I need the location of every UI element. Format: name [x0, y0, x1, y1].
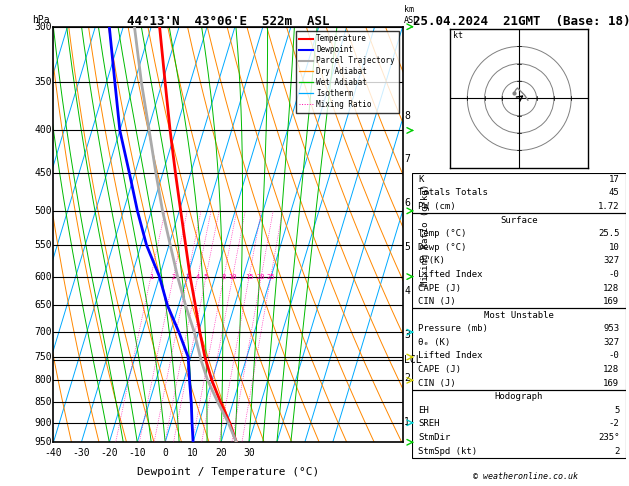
Text: -10: -10: [128, 449, 146, 458]
Text: 953: 953: [603, 324, 620, 333]
Text: Temp (°C): Temp (°C): [418, 229, 467, 238]
Text: 25: 25: [267, 274, 275, 279]
Text: CIN (J): CIN (J): [418, 297, 456, 306]
Text: Pressure (mb): Pressure (mb): [418, 324, 488, 333]
Text: 350: 350: [34, 77, 52, 87]
Text: -30: -30: [72, 449, 90, 458]
Bar: [412, 390, 626, 458]
Text: 0: 0: [162, 449, 168, 458]
Text: 800: 800: [34, 375, 52, 385]
Text: 10: 10: [609, 243, 620, 252]
Text: 8: 8: [404, 111, 410, 121]
Text: 900: 900: [34, 418, 52, 428]
Text: 17: 17: [609, 175, 620, 184]
Text: Totals Totals: Totals Totals: [418, 189, 488, 197]
Text: 44°13'N  43°06'E  522m  ASL: 44°13'N 43°06'E 522m ASL: [127, 15, 329, 28]
Text: km
ASL: km ASL: [404, 5, 420, 25]
Text: -20: -20: [101, 449, 118, 458]
Text: 600: 600: [34, 272, 52, 281]
Bar: [412, 309, 626, 390]
Text: 20: 20: [257, 274, 265, 279]
Text: 5: 5: [204, 274, 208, 279]
Text: 25.5: 25.5: [598, 229, 620, 238]
Text: Dewp (°C): Dewp (°C): [418, 243, 467, 252]
Text: 25.04.2024  21GMT  (Base: 18): 25.04.2024 21GMT (Base: 18): [413, 15, 629, 28]
Text: -2: -2: [609, 419, 620, 428]
Text: K: K: [418, 175, 424, 184]
Bar: [412, 173, 626, 213]
Text: CAPE (J): CAPE (J): [418, 365, 462, 374]
Text: 2: 2: [171, 274, 175, 279]
Text: 6: 6: [404, 198, 410, 208]
Text: Lifted Index: Lifted Index: [418, 270, 483, 279]
Text: 10: 10: [187, 449, 199, 458]
Text: -0: -0: [609, 270, 620, 279]
Text: 45: 45: [609, 189, 620, 197]
Text: 128: 128: [603, 365, 620, 374]
Text: StmDir: StmDir: [418, 433, 450, 442]
Text: 10: 10: [228, 274, 237, 279]
Text: -40: -40: [45, 449, 62, 458]
Text: 300: 300: [34, 22, 52, 32]
Text: CAPE (J): CAPE (J): [418, 283, 462, 293]
Text: 500: 500: [34, 206, 52, 216]
Text: hPa: hPa: [32, 15, 50, 25]
Text: EH: EH: [418, 406, 429, 415]
Text: CIN (J): CIN (J): [418, 379, 456, 388]
Text: 400: 400: [34, 125, 52, 136]
Text: Surface: Surface: [500, 216, 538, 225]
Text: 30: 30: [243, 449, 255, 458]
Text: Lifted Index: Lifted Index: [418, 351, 483, 361]
Text: 169: 169: [603, 297, 620, 306]
Text: 4: 4: [404, 286, 410, 296]
Text: StmSpd (kt): StmSpd (kt): [418, 447, 477, 455]
Text: 2: 2: [404, 373, 410, 383]
Text: 20: 20: [215, 449, 227, 458]
Text: kt: kt: [454, 31, 464, 40]
Text: 950: 950: [34, 437, 52, 447]
Text: 1: 1: [149, 274, 153, 279]
Text: 850: 850: [34, 397, 52, 407]
Text: 327: 327: [603, 256, 620, 265]
Text: 235°: 235°: [598, 433, 620, 442]
Text: 5: 5: [614, 406, 620, 415]
Text: θₑ (K): θₑ (K): [418, 338, 450, 347]
Text: Most Unstable: Most Unstable: [484, 311, 554, 320]
Text: Mixing Ratio (g/kg): Mixing Ratio (g/kg): [421, 183, 430, 286]
Text: 3: 3: [404, 330, 410, 340]
Text: 2: 2: [614, 447, 620, 455]
Text: Dewpoint / Temperature (°C): Dewpoint / Temperature (°C): [137, 467, 319, 477]
Bar: [412, 213, 626, 309]
Text: 450: 450: [34, 168, 52, 178]
Text: 1: 1: [404, 417, 410, 427]
Text: 169: 169: [603, 379, 620, 388]
Text: 750: 750: [34, 352, 52, 362]
Text: LCL: LCL: [404, 355, 422, 365]
Text: SREH: SREH: [418, 419, 440, 428]
Text: θₑ(K): θₑ(K): [418, 256, 445, 265]
Legend: Temperature, Dewpoint, Parcel Trajectory, Dry Adiabat, Wet Adiabat, Isotherm, Mi: Temperature, Dewpoint, Parcel Trajectory…: [296, 31, 399, 113]
Text: 700: 700: [34, 327, 52, 337]
Text: 1.72: 1.72: [598, 202, 620, 211]
Text: 8: 8: [222, 274, 226, 279]
Text: 7: 7: [404, 154, 410, 164]
Text: PW (cm): PW (cm): [418, 202, 456, 211]
Text: -0: -0: [609, 351, 620, 361]
Text: 4: 4: [196, 274, 200, 279]
Text: Hodograph: Hodograph: [495, 392, 543, 401]
Text: 550: 550: [34, 240, 52, 250]
Text: 650: 650: [34, 300, 52, 311]
Text: 15: 15: [245, 274, 253, 279]
Text: 327: 327: [603, 338, 620, 347]
Text: © weatheronline.co.uk: © weatheronline.co.uk: [473, 472, 577, 481]
Text: 5: 5: [404, 242, 410, 252]
Text: 128: 128: [603, 283, 620, 293]
Text: 3: 3: [186, 274, 189, 279]
